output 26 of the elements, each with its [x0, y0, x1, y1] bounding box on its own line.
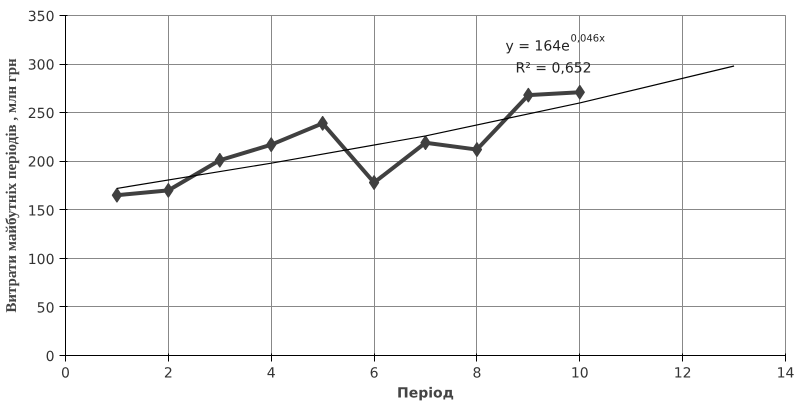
x-tick-label: 6 [370, 366, 379, 382]
y-tick-label: 50 [36, 300, 55, 316]
y-tick-label: 100 [28, 252, 55, 268]
x-tick-label: 0 [61, 366, 70, 382]
point [368, 175, 380, 190]
annotation: R² = 0,652 [516, 60, 592, 76]
point [472, 142, 482, 158]
y-axis-title: Витрати майбутніх періодів , млн грн [4, 58, 20, 313]
x-axis-title: Період [397, 386, 454, 402]
x-tick-label: 4 [266, 366, 276, 382]
x-tick-label: 14 [776, 366, 794, 382]
point [317, 116, 328, 131]
y-tick-label: 150 [28, 203, 55, 220]
y-tick-label: 0 [46, 349, 55, 365]
y-tick-label: 350 [28, 9, 55, 25]
y-tick-label: 300 [28, 58, 55, 74]
point [420, 135, 431, 150]
x-tick-label: 8 [472, 366, 482, 382]
point [112, 188, 122, 203]
x-tick-label: 2 [164, 366, 173, 382]
y-tick-label: 250 [28, 106, 55, 122]
point [163, 182, 174, 198]
x-tick-label: 12 [674, 366, 692, 382]
y-tick-label: 200 [28, 154, 55, 171]
point [523, 88, 534, 103]
x-tick-label: 10 [570, 366, 589, 382]
